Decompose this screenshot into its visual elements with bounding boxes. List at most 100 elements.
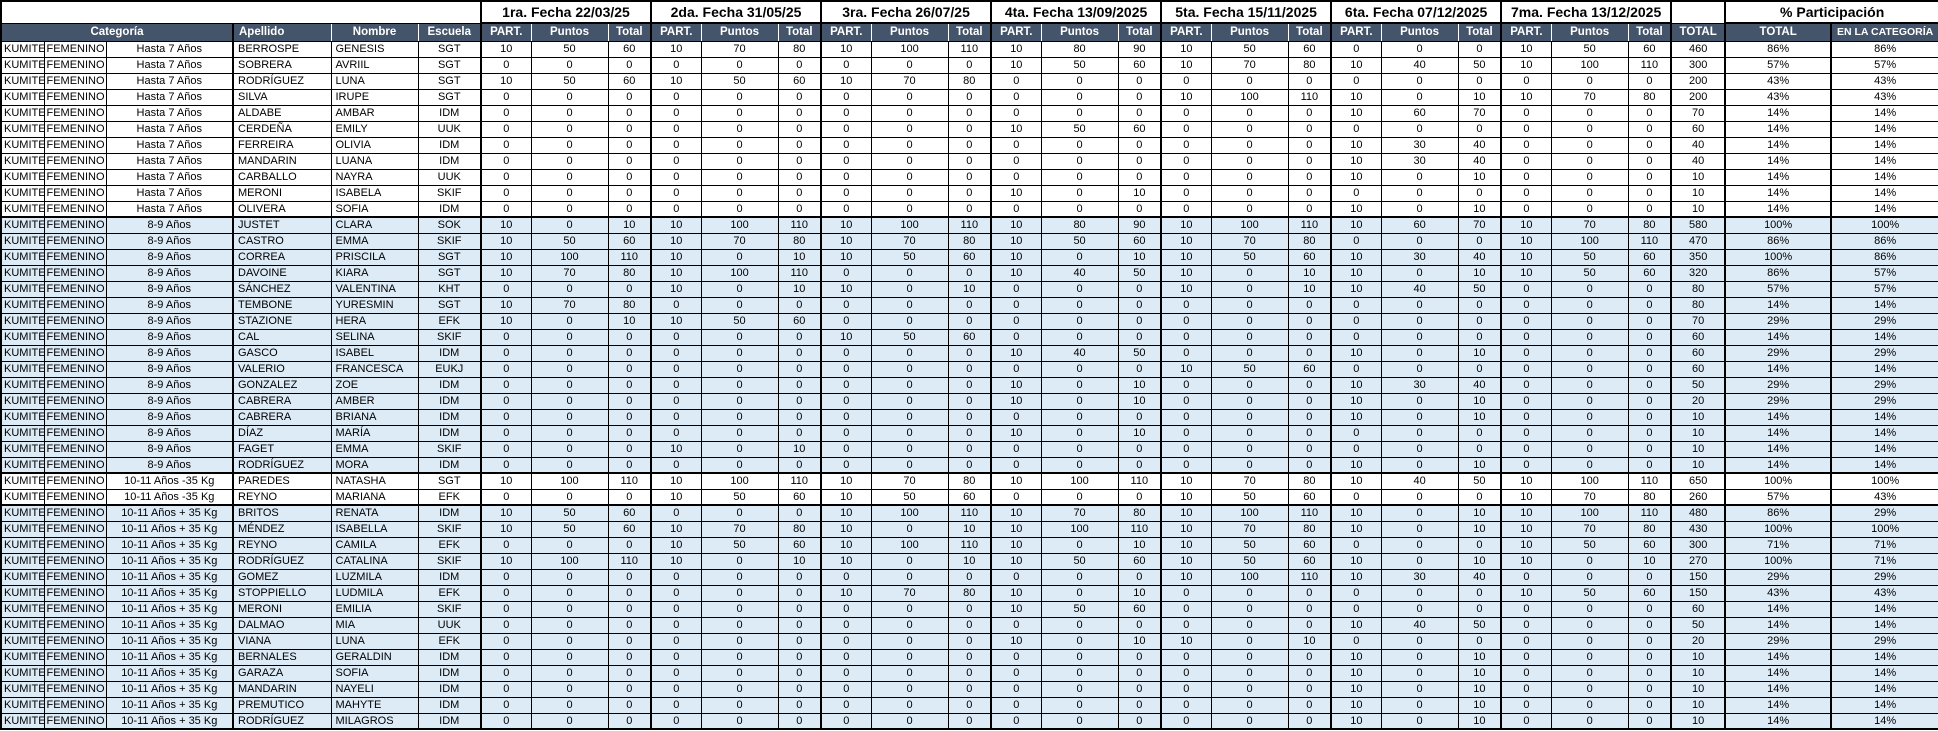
- cell-f3-puntos[interactable]: 0: [870, 616, 949, 634]
- cell-f5-puntos[interactable]: 100: [1210, 216, 1289, 234]
- cell-f3-part[interactable]: 0: [820, 712, 872, 730]
- cell-pct-total[interactable]: 100%: [1724, 248, 1832, 266]
- cell-f4-puntos[interactable]: 70: [1040, 504, 1119, 522]
- cell-pct-total[interactable]: 29%: [1724, 568, 1832, 586]
- cell-f5-part[interactable]: 10: [1160, 264, 1212, 282]
- cell-f4-total[interactable]: 0: [1117, 680, 1162, 698]
- cell-f6-part[interactable]: 10: [1330, 552, 1382, 570]
- cell-pct-categoria[interactable]: 86%: [1830, 40, 1938, 58]
- cell-grand-total[interactable]: 10: [1670, 200, 1726, 218]
- cell-f3-puntos[interactable]: 0: [870, 264, 949, 282]
- cell-f5-total[interactable]: 0: [1287, 136, 1332, 154]
- cell-f6-total[interactable]: 0: [1457, 184, 1502, 202]
- cell-f4-part[interactable]: 0: [990, 408, 1042, 426]
- cell-f1-puntos[interactable]: 0: [530, 680, 609, 698]
- cell-pct-total[interactable]: 14%: [1724, 184, 1832, 202]
- cell-f1-part[interactable]: 10: [480, 248, 532, 266]
- cell-f6-total[interactable]: 10: [1457, 648, 1502, 666]
- cell-f3-total[interactable]: 0: [947, 616, 992, 634]
- cell-f4-puntos[interactable]: 0: [1040, 248, 1119, 266]
- cell-f5-puntos[interactable]: 0: [1210, 152, 1289, 170]
- cell-f1-part[interactable]: 10: [480, 296, 532, 314]
- cell-escuela[interactable]: SOK: [417, 216, 482, 234]
- cell-pct-total[interactable]: 14%: [1724, 648, 1832, 666]
- cell-f2-puntos[interactable]: 0: [700, 408, 779, 426]
- cell-f5-part[interactable]: 10: [1160, 56, 1212, 74]
- cell-f6-total[interactable]: 0: [1457, 72, 1502, 90]
- cell-genero[interactable]: FEMENINO: [43, 152, 107, 170]
- cell-apellido[interactable]: SOBRERA: [232, 56, 332, 74]
- cell-f5-part[interactable]: 0: [1160, 696, 1212, 714]
- cell-f7-total[interactable]: 60: [1627, 264, 1672, 282]
- cell-f1-total[interactable]: 0: [607, 408, 652, 426]
- cell-f2-total[interactable]: 0: [777, 136, 822, 154]
- cell-f2-part[interactable]: 10: [650, 488, 702, 506]
- cell-f5-puntos[interactable]: 0: [1210, 440, 1289, 458]
- cell-f7-puntos[interactable]: 0: [1550, 376, 1629, 394]
- cell-f2-puntos[interactable]: 70: [700, 520, 779, 538]
- cell-f2-puntos[interactable]: 0: [700, 200, 779, 218]
- cell-f1-total[interactable]: 0: [607, 328, 652, 346]
- cell-f2-total[interactable]: 0: [777, 456, 822, 474]
- cell-f4-total[interactable]: 10: [1117, 584, 1162, 602]
- cell-f3-part[interactable]: 0: [820, 200, 872, 218]
- cell-f5-puntos[interactable]: 0: [1210, 184, 1289, 202]
- cell-f1-part[interactable]: 0: [480, 664, 532, 682]
- cell-grand-total[interactable]: 40: [1670, 152, 1726, 170]
- cell-f6-puntos[interactable]: 0: [1380, 120, 1459, 138]
- cell-f4-puntos[interactable]: 0: [1040, 696, 1119, 714]
- cell-genero[interactable]: FEMENINO: [43, 200, 107, 218]
- cell-f7-puntos[interactable]: 0: [1550, 360, 1629, 378]
- cell-f5-total[interactable]: 0: [1287, 584, 1332, 602]
- cell-modalidad[interactable]: KUMITE: [0, 280, 45, 298]
- cell-f1-total[interactable]: 80: [607, 264, 652, 282]
- cell-f7-part[interactable]: 0: [1500, 328, 1552, 346]
- cell-f1-total[interactable]: 0: [607, 104, 652, 122]
- cell-f4-puntos[interactable]: 50: [1040, 552, 1119, 570]
- cell-genero[interactable]: FEMENINO: [43, 376, 107, 394]
- cell-f1-puntos[interactable]: 0: [530, 216, 609, 234]
- cell-f1-puntos[interactable]: 0: [530, 152, 609, 170]
- cell-f2-total[interactable]: 110: [777, 472, 822, 490]
- cell-f3-part[interactable]: 0: [820, 168, 872, 186]
- cell-grand-total[interactable]: 270: [1670, 552, 1726, 570]
- cell-pct-categoria[interactable]: 14%: [1830, 424, 1938, 442]
- cell-f2-puntos[interactable]: 0: [700, 424, 779, 442]
- cell-escuela[interactable]: IDM: [417, 648, 482, 666]
- cell-f6-total[interactable]: 0: [1457, 632, 1502, 650]
- cell-pct-total[interactable]: 86%: [1724, 504, 1832, 522]
- cell-f7-puntos[interactable]: 0: [1550, 152, 1629, 170]
- cell-f6-puntos[interactable]: 0: [1380, 168, 1459, 186]
- col-header-pct-total[interactable]: TOTAL: [1724, 22, 1832, 42]
- cell-categoria[interactable]: 10-11 Años -35 Kg: [105, 472, 234, 490]
- cell-f1-part[interactable]: 0: [480, 392, 532, 410]
- cell-f5-total[interactable]: 0: [1287, 296, 1332, 314]
- cell-f2-part[interactable]: 0: [650, 296, 702, 314]
- cell-pct-categoria[interactable]: 14%: [1830, 456, 1938, 474]
- cell-f6-part[interactable]: 10: [1330, 264, 1382, 282]
- cell-nombre[interactable]: NATASHA: [330, 472, 419, 490]
- cell-f3-total[interactable]: 0: [947, 104, 992, 122]
- cell-apellido[interactable]: REYNO: [232, 488, 332, 506]
- cell-f6-total[interactable]: 10: [1457, 344, 1502, 362]
- cell-f1-part[interactable]: 0: [480, 104, 532, 122]
- cell-f5-total[interactable]: 0: [1287, 200, 1332, 218]
- cell-f3-puntos[interactable]: 100: [870, 40, 949, 58]
- cell-f5-puntos[interactable]: 0: [1210, 312, 1289, 330]
- cell-f7-total[interactable]: 0: [1627, 600, 1672, 618]
- cell-f7-part[interactable]: 10: [1500, 232, 1552, 250]
- cell-f7-puntos[interactable]: 0: [1550, 168, 1629, 186]
- cell-f7-total[interactable]: 0: [1627, 696, 1672, 714]
- cell-f6-total[interactable]: 40: [1457, 136, 1502, 154]
- cell-f1-total[interactable]: 60: [607, 504, 652, 522]
- cell-categoria[interactable]: Hasta 7 Años: [105, 152, 234, 170]
- cell-f7-total[interactable]: 80: [1627, 216, 1672, 234]
- cell-f6-puntos[interactable]: 30: [1380, 376, 1459, 394]
- cell-f3-puntos[interactable]: 0: [870, 312, 949, 330]
- cell-f4-puntos[interactable]: 0: [1040, 664, 1119, 682]
- cell-f3-part[interactable]: 0: [820, 296, 872, 314]
- cell-pct-categoria[interactable]: 43%: [1830, 488, 1938, 506]
- cell-categoria[interactable]: 8-9 Años: [105, 264, 234, 282]
- cell-categoria[interactable]: 10-11 Años + 35 Kg: [105, 712, 234, 730]
- cell-f6-puntos[interactable]: 40: [1380, 280, 1459, 298]
